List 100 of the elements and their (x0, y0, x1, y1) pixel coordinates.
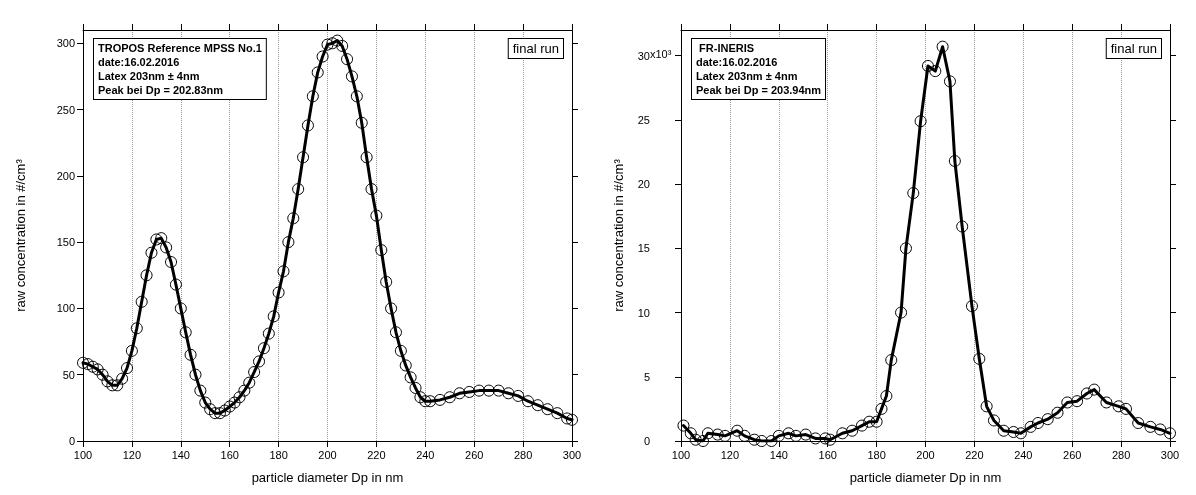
point (819, 432, 832, 445)
x-axis-title: particle diameter Dp in nm (849, 470, 1002, 485)
x-tick-label: 260 (465, 448, 484, 461)
x-tick-label: 220 (965, 448, 984, 461)
point (1164, 427, 1176, 440)
annotation: TROPOS Reference MPSS No.1 date:16.02.2016 Latex 203nm ± 4nm Peak bei Dp = 202.83nm (98, 42, 262, 96)
point (789, 429, 802, 442)
text: x10³ (650, 48, 672, 61)
x-tick-label: 200 (318, 448, 337, 461)
point (987, 414, 1000, 427)
point (863, 415, 876, 428)
point (1154, 423, 1167, 436)
point (1031, 417, 1044, 430)
x-axis-title: particle diameter Dp in nm (251, 470, 404, 485)
annotation: FR-INERIS date:16.02.2016 Latex 203nm ± 4nm Peak bei Dp = 203.94nm (696, 42, 822, 96)
point (1024, 420, 1037, 433)
y-tick-label: 150 (56, 236, 75, 249)
point (1051, 406, 1064, 419)
point (1014, 427, 1027, 440)
x-tick-label: 220 (367, 448, 386, 461)
x-tick-label: 160 (818, 448, 837, 461)
y-tick-label: 50 (62, 368, 75, 381)
y-tick-label: 5 (643, 370, 650, 383)
y-tick-label: 100 (56, 302, 75, 315)
point (914, 115, 927, 128)
point (1144, 420, 1157, 433)
point (1071, 395, 1084, 408)
x-tick-label: 300 (562, 448, 582, 461)
point (809, 432, 822, 445)
point (689, 433, 702, 446)
y-tick-label: 300 (56, 37, 75, 50)
point (870, 415, 883, 428)
point (973, 352, 986, 365)
point (885, 354, 898, 367)
x-tick-label: 100 (73, 448, 93, 461)
x-tick-label: 120 (122, 448, 142, 461)
x-tick-label: 260 (1063, 448, 1082, 461)
point (684, 427, 697, 440)
annotation: final run (1110, 41, 1157, 56)
point (921, 59, 934, 72)
point (731, 424, 744, 437)
point (943, 75, 956, 88)
point (895, 306, 908, 319)
y-tick-label: 15 (637, 242, 650, 255)
point (899, 242, 912, 255)
y-tick-label: 200 (56, 169, 75, 182)
x-tick-label: 100 (671, 448, 691, 461)
y-tick-label: 0 (643, 435, 650, 447)
point (997, 424, 1010, 437)
point (1112, 400, 1125, 413)
point (677, 419, 690, 432)
point (1088, 383, 1101, 396)
point (697, 435, 709, 447)
x-tick-label: 180 (867, 448, 886, 461)
y-axis-title: raw concentration in #/cm³ (13, 158, 28, 312)
point (738, 429, 751, 442)
point (824, 433, 837, 446)
x-tick-label: 180 (269, 448, 288, 461)
point (782, 427, 795, 440)
point (1132, 417, 1145, 430)
x-tick-label: 240 (1014, 448, 1033, 461)
point (748, 433, 761, 446)
point (956, 220, 969, 233)
point (948, 155, 961, 167)
x-tick-label: 280 (1111, 448, 1131, 461)
point (1041, 413, 1054, 426)
annotation: final run (512, 41, 559, 56)
x-tick-label: 140 (171, 448, 190, 461)
y-tick-label: 250 (56, 103, 75, 116)
x-tick-label: 280 (513, 448, 533, 461)
point (1120, 402, 1132, 415)
x-tick-label: 120 (720, 448, 740, 461)
point (980, 400, 993, 413)
point (755, 435, 768, 447)
y-tick-label: 25 (637, 113, 650, 126)
point (907, 187, 920, 200)
x-tick-label: 240 (416, 448, 435, 461)
x-tick-label: 200 (916, 448, 935, 461)
x-tick-label: 300 (1160, 448, 1180, 461)
point (929, 65, 942, 78)
point (880, 390, 893, 403)
point (711, 428, 724, 441)
point (836, 427, 849, 440)
point (799, 428, 812, 441)
point (1100, 396, 1113, 409)
point (765, 435, 778, 447)
y-tick-label: 10 (637, 306, 650, 319)
point (965, 300, 978, 313)
y-tick-label: 0 (68, 435, 75, 447)
point (719, 429, 732, 442)
point (936, 40, 949, 53)
y-axis-title: raw concentration in #/cm³ (611, 158, 626, 312)
point (855, 419, 868, 432)
point (1061, 396, 1074, 409)
point (772, 429, 785, 442)
y-tick-label: 30 (637, 49, 650, 62)
point (1007, 426, 1020, 439)
x-tick-label: 160 (220, 448, 239, 461)
x-tick-label: 140 (769, 448, 788, 461)
point (875, 402, 888, 415)
